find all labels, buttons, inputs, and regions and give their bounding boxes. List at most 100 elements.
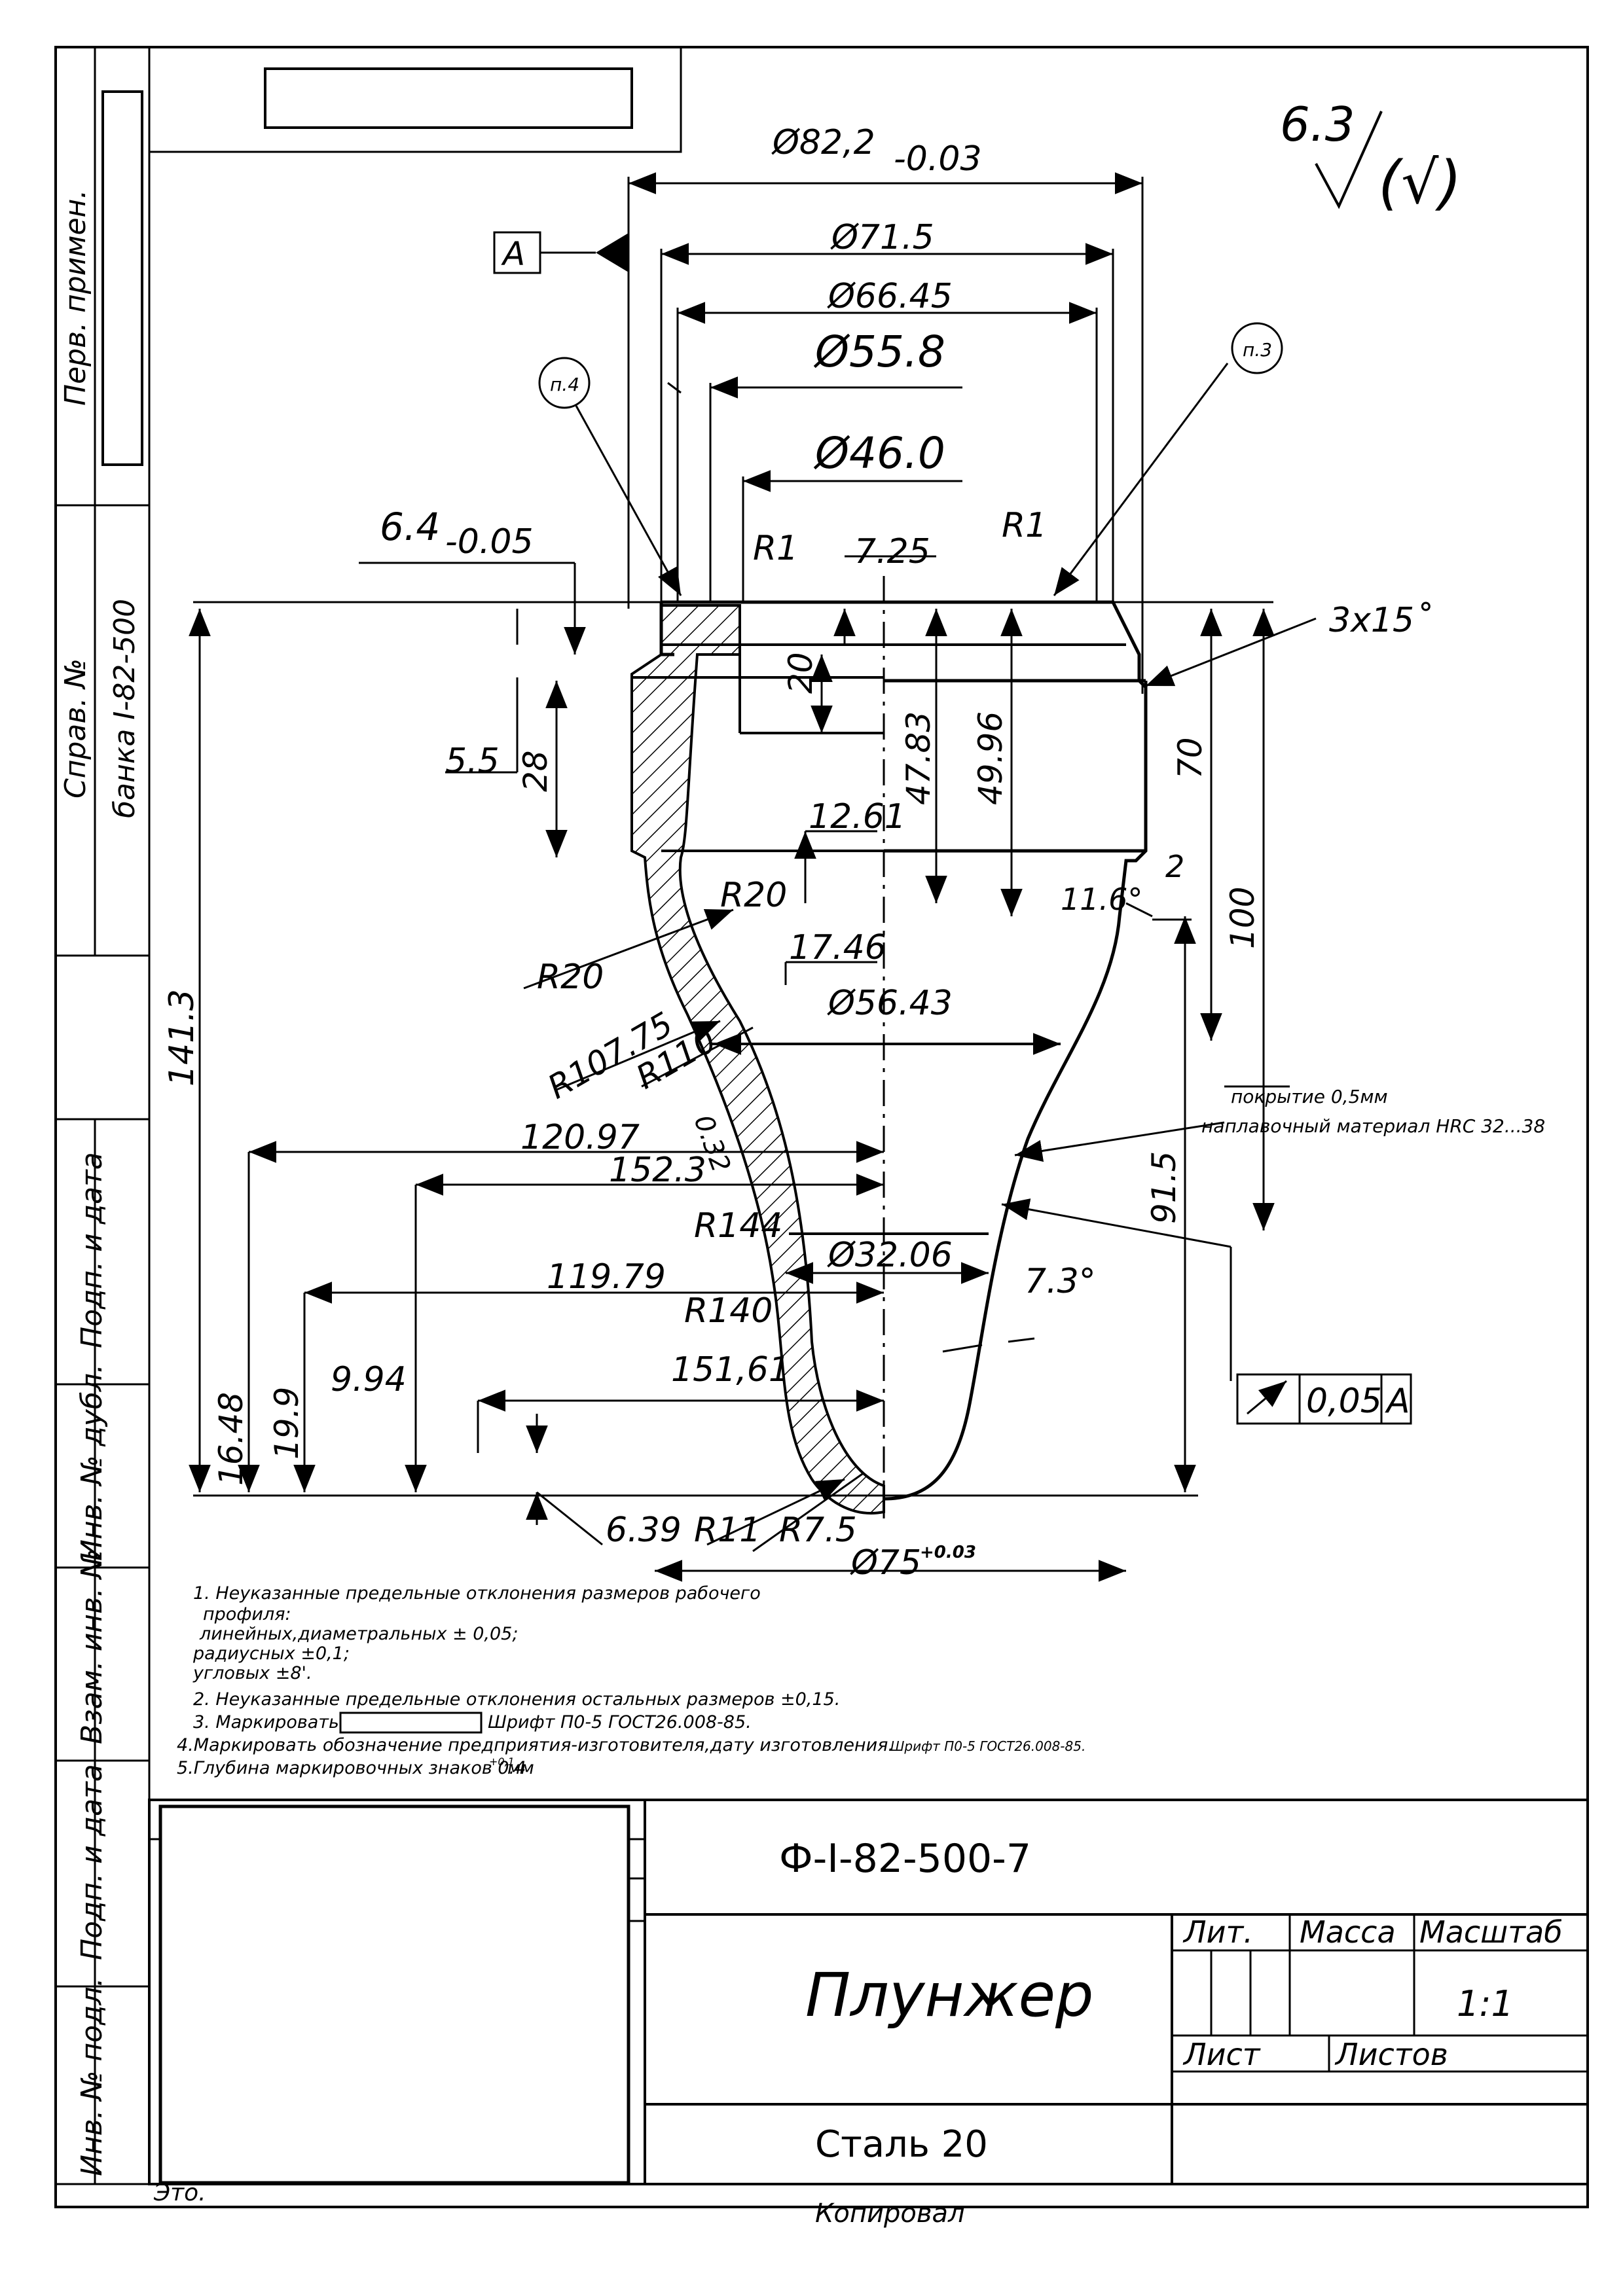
svg-text:28: 28 [517, 750, 555, 792]
svg-text:120.97: 120.97 [520, 1118, 640, 1157]
svg-text:Ø82,2: Ø82,2 [771, 123, 875, 162]
svg-text:профиля:: профиля: [203, 1604, 291, 1624]
material: Сталь 20 [815, 2123, 988, 2166]
stamp-partial: Это. [153, 2179, 206, 2206]
callout-p3: п.3 [1231, 322, 1283, 374]
sheet-label: Лист [1182, 2037, 1261, 2072]
svg-text:Ø46.0: Ø46.0 [813, 428, 945, 478]
svg-text:9.94: 9.94 [331, 1360, 407, 1399]
svg-text:R11: R11 [694, 1511, 761, 1550]
svg-text:R20: R20 [720, 876, 787, 915]
copied-label: Копировал [815, 2198, 965, 2229]
svg-text:4.Маркировать обозначение пред: 4.Маркировать обозначение предприятия-из… [177, 1735, 894, 1755]
svg-text:п.3: п.3 [1243, 339, 1272, 361]
svg-text:7.3°: 7.3° [1025, 1262, 1096, 1301]
dimension-lines [189, 172, 1317, 1582]
svg-text:угловых ±8'.: угловых ±8'. [192, 1663, 312, 1683]
svg-text:радиусных ±0,1;: радиусных ±0,1; [192, 1643, 350, 1664]
svg-text:141.3: 141.3 [162, 989, 202, 1086]
svg-text:Ø56.43: Ø56.43 [827, 984, 953, 1023]
svg-text:6.4: 6.4 [380, 505, 440, 549]
svg-text:Ø55.8: Ø55.8 [813, 327, 945, 377]
svg-text:91.5: 91.5 [1145, 1151, 1183, 1224]
svg-text:-0.05: -0.05 [445, 522, 534, 562]
svg-text:2: 2 [1165, 849, 1184, 884]
svg-text:+0.03: +0.03 [920, 1543, 976, 1562]
podp1-label: Подп. и дата [75, 1152, 109, 1348]
part-name: Плунжер [805, 1960, 1093, 2030]
svg-text:12.61: 12.61 [809, 797, 906, 836]
mass-label: Масса [1300, 1914, 1396, 1950]
svg-text:1. Неуказанные предельные откл: 1. Неуказанные предельные отклонения раз… [193, 1583, 761, 1604]
svg-text:+0,1: +0,1 [489, 1755, 515, 1768]
tolerance-value: 0,05 [1306, 1382, 1382, 1421]
roughness-symbol: 6.3 (√) [1280, 97, 1462, 217]
roughness-extra: (√) [1378, 149, 1462, 217]
svg-text:Шрифт П0-5 ГОСТ26.008-85.: Шрифт П0-5 ГОСТ26.008-85. [488, 1712, 752, 1732]
svg-text:100: 100 [1224, 887, 1262, 949]
svg-text:R144: R144 [694, 1206, 782, 1246]
svg-text:20: 20 [782, 652, 820, 694]
svg-text:70: 70 [1171, 737, 1209, 779]
section-hatch [630, 604, 885, 1515]
svg-text:R7.5: R7.5 [779, 1511, 857, 1550]
svg-text:R1: R1 [1002, 506, 1047, 545]
svg-text:Шрифт П0-5 ГОСТ26.008-85.: Шрифт П0-5 ГОСТ26.008-85. [890, 1738, 1085, 1754]
datum-a: A [493, 231, 629, 274]
svg-text:3. Маркировать: 3. Маркировать [193, 1712, 339, 1732]
svg-text:R140: R140 [684, 1291, 773, 1331]
svg-text:R1: R1 [753, 529, 798, 568]
lit-label: Лит. [1182, 1914, 1253, 1950]
svg-text:11.6°: 11.6° [1061, 882, 1142, 917]
svg-text:Ø32.06: Ø32.06 [827, 1236, 953, 1275]
svg-text:19.9: 19.9 [268, 1387, 306, 1460]
podp2-label: Подп. и дата [75, 1764, 109, 1960]
scale-label: Масштаб [1419, 1914, 1563, 1950]
svg-text:47.83: 47.83 [900, 711, 938, 805]
title-block: Это. Ф-I-82-500-7 Плунжер Сталь 20 Лит. … [148, 1799, 1589, 2206]
tolerance-datum: A [1385, 1382, 1410, 1421]
designation: Ф-I-82-500-7 [779, 1836, 1031, 1882]
coating-note: покрытие 0,5мм наплавочный материал HRC … [1201, 1086, 1545, 1137]
svg-text:6.39: 6.39 [606, 1511, 682, 1550]
frame [54, 46, 1589, 2208]
sheets-label: Листов [1334, 2037, 1448, 2072]
svg-text:п.4: п.4 [550, 374, 579, 395]
svg-text:16.48: 16.48 [212, 1392, 250, 1486]
svg-text:119.79: 119.79 [547, 1257, 666, 1297]
scale-value: 1:1 [1457, 1983, 1514, 2024]
inv-dubl-label: Инв. № дубл. [75, 1364, 109, 1561]
svg-text:Ø71.5: Ø71.5 [830, 218, 934, 257]
svg-text:R20: R20 [537, 958, 604, 997]
svg-text:линейных,диаметральных ± 0,05;: линейных,диаметральных ± 0,05; [199, 1624, 518, 1644]
svg-text:-0.03: -0.03 [894, 139, 982, 179]
svg-text:Ø66.45: Ø66.45 [827, 277, 953, 316]
technical-notes: 1. Неуказанные предельные отклонения раз… [177, 1583, 1085, 1778]
runout-tolerance-frame: 0,05 A [1236, 1373, 1412, 1425]
svg-text:152.3: 152.3 [609, 1151, 706, 1190]
sprav-label: Справ. № [59, 658, 92, 798]
svg-text:наплавочный материал HRC 32...: наплавочный материал HRC 32...38 [1201, 1115, 1545, 1137]
svg-text:3x15˚: 3x15˚ [1329, 601, 1431, 640]
roughness-value: 6.3 [1280, 97, 1355, 152]
svg-text:17.46: 17.46 [789, 928, 886, 967]
datum-letter: A [501, 235, 525, 273]
bank-label: банка I-82-500 [108, 599, 141, 818]
title-block-redaction [158, 1804, 630, 2185]
svg-text:Ø75: Ø75 [850, 1543, 921, 1583]
svg-text:5.5: 5.5 [445, 742, 500, 781]
svg-text:5.Глубина маркировочных знаков: 5.Глубина маркировочных знаков 0.4 [177, 1758, 526, 1778]
inv-podl-label: Инв. № подл. [75, 1977, 109, 2176]
svg-text:мм: мм [507, 1758, 534, 1778]
dimension-texts: Ø82,2 -0.03 Ø71.5 Ø66.45 Ø55.8 Ø46.0 6.4… [162, 123, 1431, 1583]
svg-text:7.25: 7.25 [854, 532, 930, 571]
callout-p4: п.4 [538, 357, 682, 596]
svg-text:49.96: 49.96 [972, 711, 1010, 805]
svg-text:покрытие 0,5мм: покрытие 0,5мм [1231, 1086, 1388, 1107]
svg-text:151,61: 151,61 [671, 1350, 790, 1390]
svg-text:2. Неуказанные предельные откл: 2. Неуказанные предельные отклонения ост… [193, 1689, 840, 1710]
side-labels: Перв. примен. Справ. № банка I-82-500 По… [59, 190, 141, 2176]
perv-label: Перв. примен. [59, 190, 92, 406]
vzam-label: Взам. инв. № [75, 1549, 109, 1744]
